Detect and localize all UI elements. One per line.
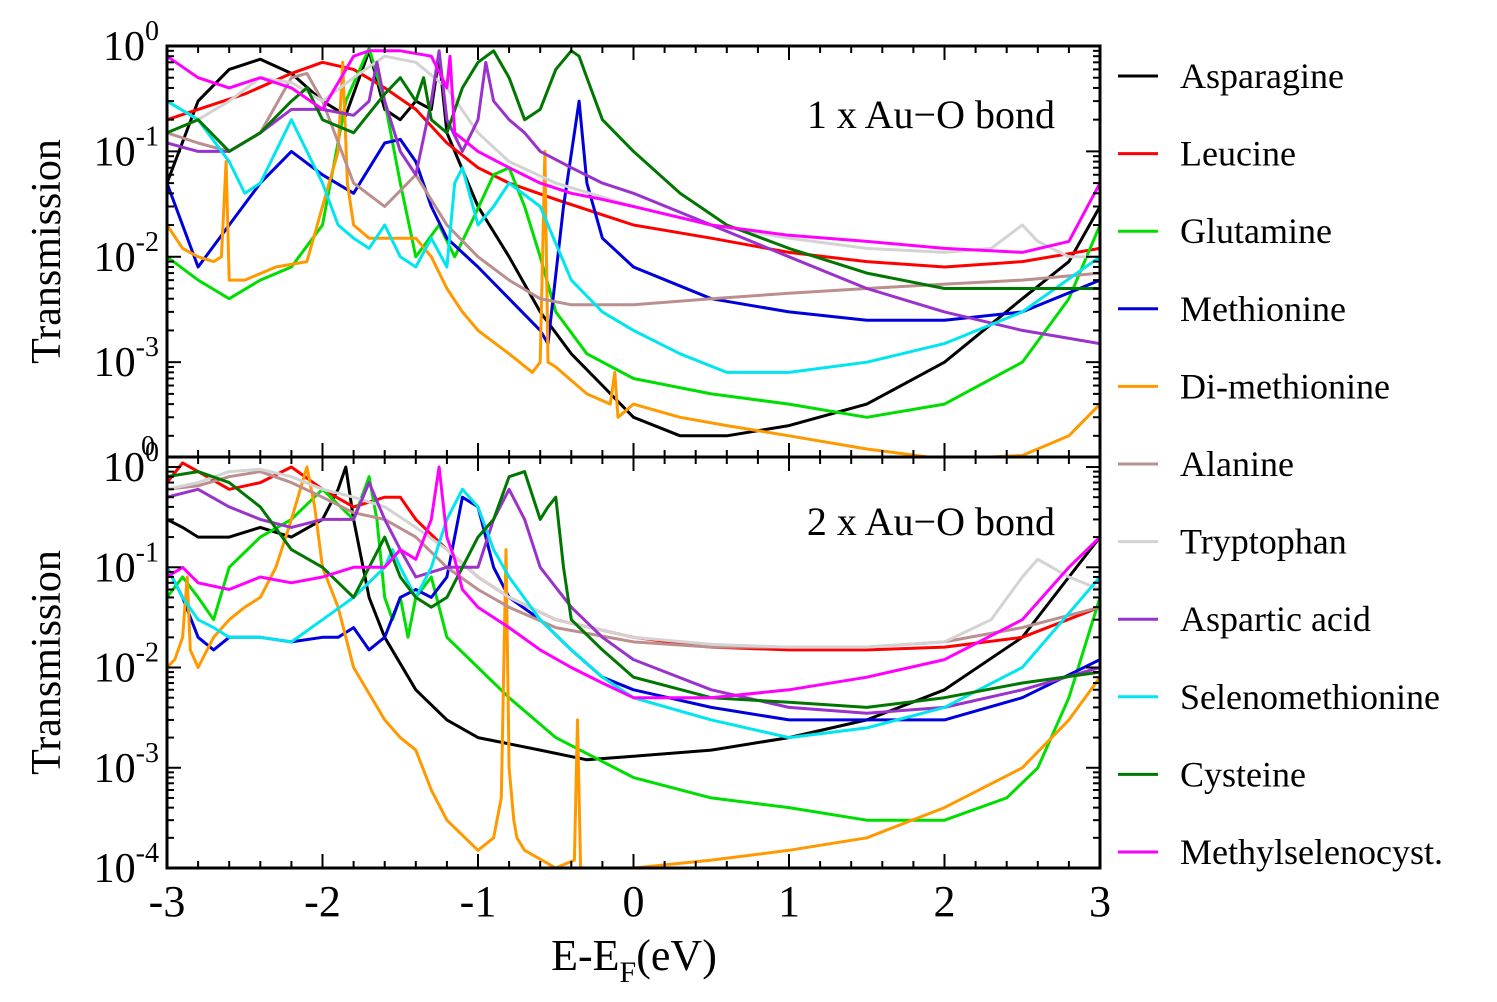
- panel-1-au-o-bond: 100 10-1 10-2 10-3 0 Transmission 1 x Au−O bon…: [24, 16, 1102, 462]
- legend: Asparagine Leucine Glutamine Methionine Di-m…: [1118, 56, 1443, 872]
- series-alanine: [167, 71, 1100, 307]
- series-glutamine: [167, 46, 1100, 419]
- series-cysteine: [167, 49, 1100, 290]
- x-axis-label-tail: (eV): [636, 931, 717, 980]
- series-group: [167, 461, 1100, 868]
- series-methionine: [167, 99, 1100, 346]
- legend-label: Cysteine: [1180, 754, 1306, 794]
- panel-annotation: 1 x Au−O bond: [807, 92, 1055, 137]
- y-tick-label: 10-1: [94, 537, 159, 591]
- legend-label: Selenomethionine: [1180, 677, 1440, 717]
- y-tick-label: 10-3: [94, 738, 159, 792]
- panel-2-au-o-bond: 100 10-1 10-2 10-3 10-4-3 -2 -1 0 1 2 3 Transmissio…: [24, 437, 1111, 926]
- series-leucine: [167, 461, 1100, 652]
- x-axis-label-main: E-E: [551, 931, 619, 980]
- series-methylselenocyst: [167, 465, 1100, 700]
- y-tick-label: 10-2: [94, 227, 159, 281]
- series-glutamine: [167, 475, 1100, 822]
- y-tick-label: 100: [103, 16, 159, 70]
- legend-label: Glutamine: [1180, 211, 1332, 251]
- x-tick-label: -2: [304, 877, 341, 926]
- legend-label: Leucine: [1180, 134, 1296, 174]
- series-di-methionine: [167, 465, 1100, 868]
- x-tick-label: 0: [623, 877, 645, 926]
- series-methylselenocyst: [167, 49, 1100, 254]
- legend-label: Aspartic acid: [1180, 599, 1371, 639]
- y-axis-label: Transmission: [24, 550, 70, 775]
- series-di-methionine: [167, 60, 1100, 457]
- y-tick-label: 10-4: [94, 838, 159, 892]
- svg-text:E-EF(eV): E-EF(eV): [551, 931, 717, 989]
- legend-label: Methylselenocyst.: [1180, 832, 1443, 872]
- x-tick-label: 1: [778, 877, 800, 926]
- panel-annotation: 2 x Au−O bond: [807, 499, 1055, 544]
- y-tick-label: 10-1: [94, 121, 159, 175]
- series-tryptophan: [167, 54, 1100, 259]
- series-selenomethionine: [167, 99, 1100, 374]
- x-tick-label: 2: [934, 877, 956, 926]
- x-axis-label-sub: F: [620, 956, 637, 989]
- x-tick-label: 3: [1089, 877, 1111, 926]
- y-tick-label: 100: [103, 437, 159, 491]
- series-aspartic-acid: [167, 481, 1100, 715]
- x-axis-label: E-EF(eV): [551, 931, 717, 989]
- x-tick-label: -3: [149, 877, 186, 926]
- y-axis-label: Transmission: [24, 139, 70, 364]
- legend-label: Asparagine: [1180, 56, 1344, 96]
- legend-label: Alanine: [1180, 444, 1294, 484]
- y-tick-label: 10-2: [94, 638, 159, 692]
- legend-label: Di-methionine: [1180, 366, 1390, 406]
- y-tick-label: 10-3: [94, 332, 159, 386]
- x-tick-label: -1: [460, 877, 497, 926]
- y-bottom-label: 0: [141, 431, 155, 462]
- legend-label: Tryptophan: [1180, 522, 1347, 562]
- legend-label: Methionine: [1180, 289, 1346, 329]
- series-tryptophan: [167, 467, 1100, 649]
- series-selenomethionine: [167, 487, 1100, 740]
- series-group: [167, 46, 1100, 457]
